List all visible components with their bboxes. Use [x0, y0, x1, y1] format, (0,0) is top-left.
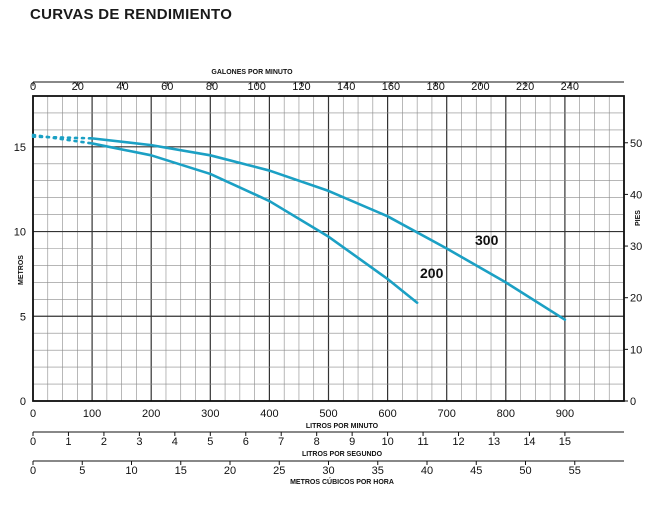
right-tick-label: 20 [630, 293, 642, 305]
top-axis-label: GALONES POR MINUTO [211, 69, 293, 76]
top-tick-label: 60 [161, 81, 173, 93]
m3h-tick-label: 50 [519, 465, 531, 477]
y-tick-label: 0 [20, 396, 26, 408]
right-tick-label: 40 [630, 189, 642, 201]
lps-axis-label: LITROS POR SEGUNDO [302, 451, 383, 458]
x-tick-label: 600 [378, 408, 396, 420]
lps-tick-label: 0 [30, 436, 36, 448]
right-tick-label: 0 [630, 396, 636, 408]
y-tick-label: 10 [14, 227, 26, 239]
m3h-tick-label: 55 [569, 465, 581, 477]
x-tick-label: 100 [83, 408, 101, 420]
chart-title: CURVAS DE RENDIMIENTO [30, 6, 233, 23]
top-tick-label: 140 [337, 81, 355, 93]
lps-tick-label: 11 [417, 436, 428, 448]
m3h-tick-label: 35 [372, 465, 384, 477]
lps-tick-label: 4 [172, 436, 178, 448]
pump-curve-300-dotted [31, 135, 94, 140]
top-tick-label: 120 [292, 81, 310, 93]
x-tick-label: 800 [497, 408, 515, 420]
x-tick-label: 200 [142, 408, 160, 420]
lps-tick-label: 3 [136, 436, 142, 448]
lps-tick-label: 9 [349, 436, 355, 448]
x-tick-label: 700 [438, 408, 456, 420]
lps-tick-label: 12 [452, 436, 464, 448]
m3h-tick-label: 15 [175, 465, 187, 477]
m3h-tick-label: 20 [224, 465, 236, 477]
right-tick-label: 30 [630, 241, 642, 253]
m3h-tick-label: 0 [30, 465, 36, 477]
top-tick-label: 180 [426, 81, 444, 93]
right-tick-label: 50 [630, 138, 642, 150]
y-axis-label: METROS [18, 255, 25, 285]
m3h-tick-label: 40 [421, 465, 433, 477]
top-tick-label: 220 [516, 81, 534, 93]
top-tick-label: 40 [116, 81, 128, 93]
lps-tick-label: 15 [559, 436, 571, 448]
y-tick-label: 15 [14, 142, 26, 154]
lps-tick-label: 2 [101, 436, 107, 448]
m3h-axis-label: METROS CÚBICOS POR HORA [290, 477, 394, 486]
right-axis-label: PIES [635, 210, 642, 226]
x-tick-label: 300 [201, 408, 219, 420]
right-tick-label: 10 [630, 344, 642, 356]
lps-tick-label: 7 [278, 436, 284, 448]
top-tick-label: 200 [471, 81, 489, 93]
curve-label-200: 200 [420, 265, 444, 281]
top-tick-label: 160 [382, 81, 400, 93]
lps-tick-label: 14 [523, 436, 535, 448]
lps-tick-label: 8 [314, 436, 320, 448]
m3h-tick-label: 25 [273, 465, 285, 477]
m3h-tick-label: 30 [322, 465, 334, 477]
top-tick-label: 100 [248, 81, 266, 93]
plot-frame [32, 95, 625, 402]
lps-tick-label: 5 [207, 436, 213, 448]
y-tick-label: 5 [20, 311, 26, 323]
m3h-tick-label: 45 [470, 465, 482, 477]
curve-label-300: 300 [475, 232, 499, 248]
lps-tick-label: 10 [381, 436, 393, 448]
top-tick-label: 80 [206, 81, 218, 93]
top-tick-label: 0 [30, 81, 36, 93]
x-tick-label: 400 [260, 408, 278, 420]
top-tick-label: 20 [72, 81, 84, 93]
lps-tick-label: 6 [243, 436, 249, 448]
m3h-tick-label: 5 [79, 465, 85, 477]
m3h-tick-label: 10 [125, 465, 137, 477]
top-tick-label: 240 [561, 81, 579, 93]
x-tick-label: 0 [30, 408, 36, 420]
x-axis-label: LITROS POR MINUTO [306, 423, 379, 430]
lps-tick-label: 13 [488, 436, 500, 448]
x-tick-label: 900 [556, 408, 574, 420]
x-tick-label: 500 [319, 408, 337, 420]
lps-tick-label: 1 [65, 436, 71, 448]
